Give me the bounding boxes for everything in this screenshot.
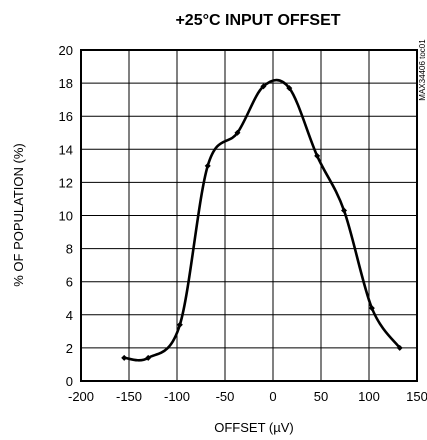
y-tick-label: 2 [66, 341, 73, 356]
chart-id-tag: MAX34406 toc01 [418, 39, 427, 101]
data-point [341, 207, 348, 214]
x-tick-label: -100 [164, 389, 190, 404]
x-tick-label: -200 [68, 389, 94, 404]
y-tick-label: 4 [66, 308, 73, 323]
chart-title: +25°C INPUT OFFSET [175, 12, 340, 29]
data-point [176, 321, 183, 328]
y-tick-label: 6 [66, 275, 73, 290]
x-axis-label: OFFSET (µV) [214, 420, 293, 435]
x-tick-label: 0 [269, 389, 276, 404]
y-axis-label: % OF POPULATION (%) [11, 143, 26, 287]
y-tick-label: 12 [59, 175, 73, 190]
x-tick-label: 50 [314, 389, 328, 404]
data-point [260, 83, 267, 90]
data-point [145, 354, 152, 361]
data-point [121, 354, 128, 361]
y-tick-label: 8 [66, 242, 73, 257]
x-tick-label: 100 [358, 389, 380, 404]
y-tick-label: 16 [59, 109, 73, 124]
y-tick-label: 20 [59, 43, 73, 58]
y-tick-label: 18 [59, 76, 73, 91]
data-point [204, 162, 211, 169]
grid [80, 49, 418, 382]
series-line [124, 78, 401, 362]
y-tick-label: 10 [59, 209, 73, 224]
data-point [314, 152, 321, 159]
x-tick-label: 150 [406, 389, 427, 404]
x-tick-label: -150 [116, 389, 142, 404]
y-tick-label: 14 [59, 142, 73, 157]
y-tick-label: 0 [66, 374, 73, 389]
series-group [121, 78, 403, 362]
data-point [368, 305, 375, 312]
plot-frame [80, 49, 418, 382]
data-point [286, 85, 293, 92]
data-point [396, 344, 403, 351]
data-point [234, 129, 241, 136]
x-tick-label: -50 [216, 389, 235, 404]
tick-labels: -200 -150 -100 -50 0 50 100 150 0 2 4 6 8 10 12 14 16 18 2… [59, 43, 427, 404]
